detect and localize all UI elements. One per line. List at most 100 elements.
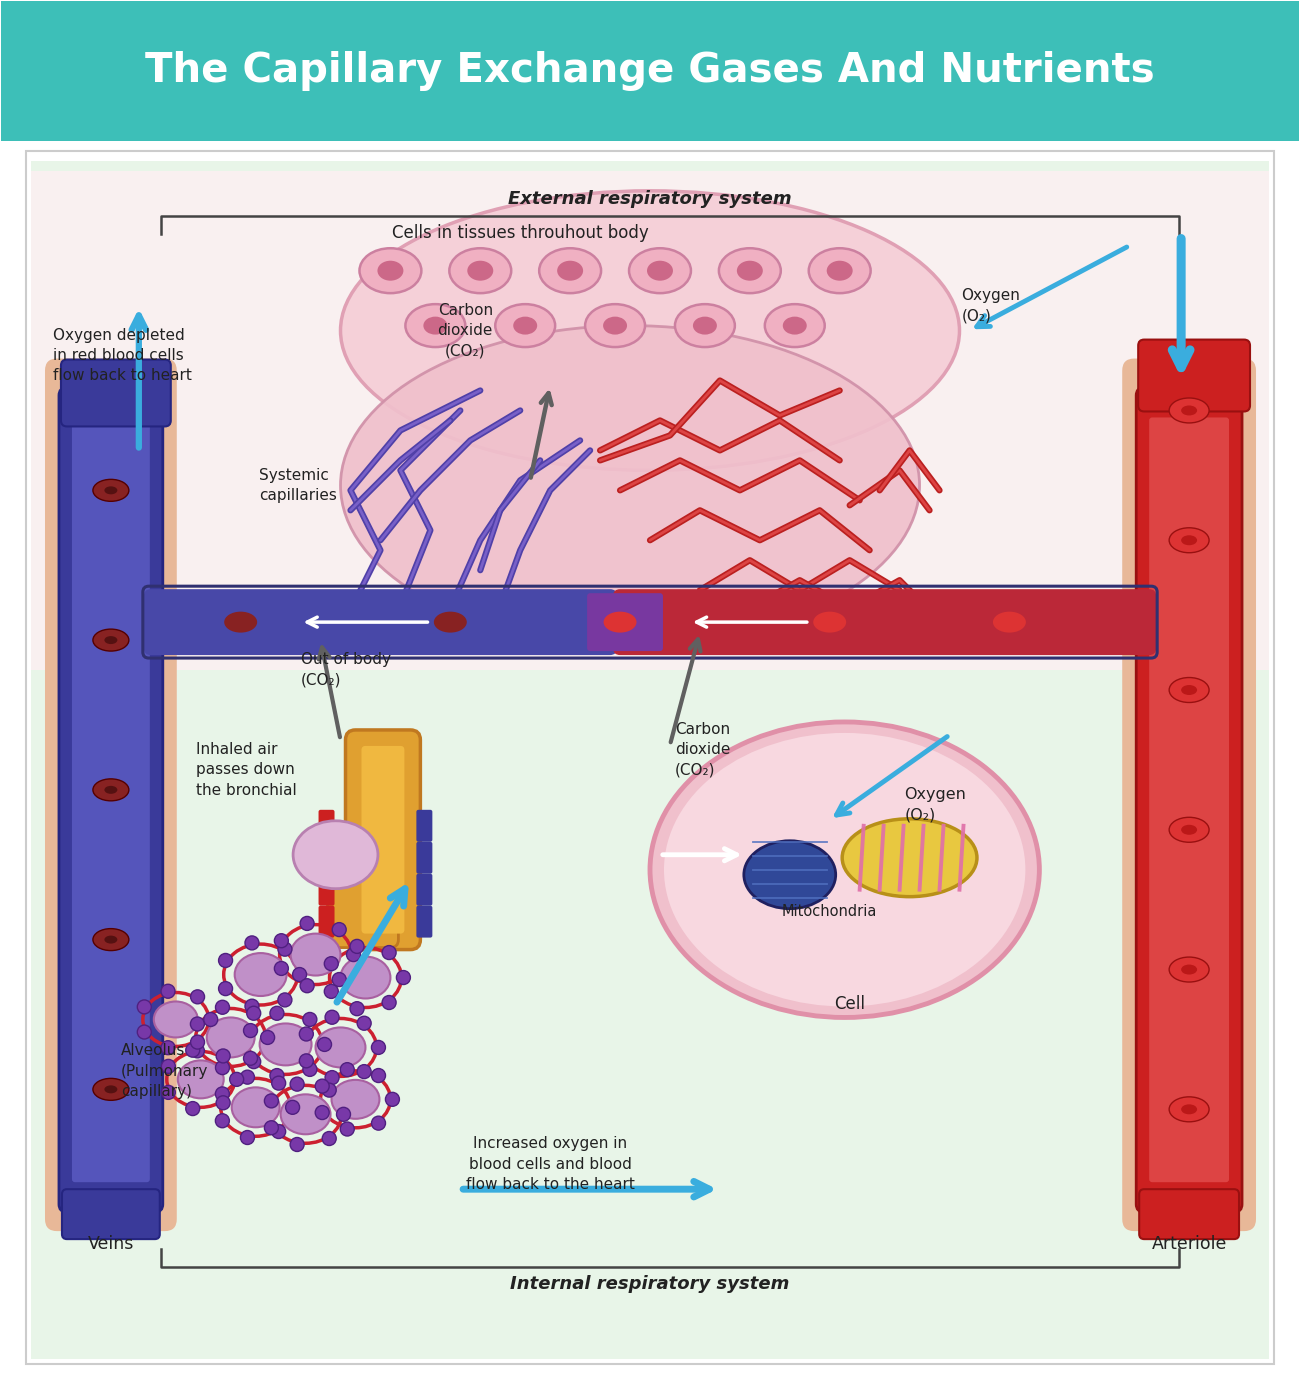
Circle shape [396, 970, 411, 984]
Ellipse shape [224, 612, 257, 632]
Circle shape [247, 1006, 261, 1020]
Ellipse shape [424, 317, 447, 335]
Circle shape [350, 940, 364, 954]
Circle shape [300, 916, 315, 930]
Circle shape [272, 1125, 286, 1138]
Circle shape [324, 984, 338, 998]
Circle shape [299, 1027, 313, 1041]
Ellipse shape [540, 249, 601, 293]
Ellipse shape [1169, 677, 1209, 702]
Ellipse shape [719, 249, 781, 293]
Ellipse shape [1169, 528, 1209, 553]
Text: Oxygen
(O₂): Oxygen (O₂) [905, 787, 966, 823]
Circle shape [333, 923, 346, 937]
Circle shape [303, 1062, 317, 1076]
Circle shape [322, 1131, 337, 1145]
Circle shape [161, 1059, 176, 1073]
FancyBboxPatch shape [58, 388, 162, 1212]
FancyBboxPatch shape [318, 842, 334, 874]
Text: Cells in tissues throuhout body: Cells in tissues throuhout body [391, 224, 649, 242]
Ellipse shape [332, 1080, 380, 1119]
Circle shape [243, 1023, 257, 1037]
Circle shape [191, 1036, 204, 1049]
Text: Oxygen depleted
in red blood cells
flow back to heart: Oxygen depleted in red blood cells flow … [53, 328, 192, 384]
Text: Systemic
capillaries: Systemic capillaries [259, 467, 337, 503]
Text: Arteriole: Arteriole [1152, 1236, 1227, 1254]
Ellipse shape [178, 1061, 224, 1098]
FancyBboxPatch shape [1136, 388, 1242, 1212]
Circle shape [243, 1051, 257, 1065]
FancyBboxPatch shape [1149, 417, 1228, 1183]
FancyBboxPatch shape [144, 589, 618, 655]
FancyBboxPatch shape [1, 1, 1299, 140]
Ellipse shape [292, 820, 378, 888]
FancyBboxPatch shape [416, 906, 433, 938]
Ellipse shape [783, 317, 807, 335]
Ellipse shape [1182, 824, 1197, 835]
FancyBboxPatch shape [72, 417, 150, 1183]
Ellipse shape [693, 317, 716, 335]
Circle shape [333, 973, 346, 987]
Ellipse shape [1182, 965, 1197, 974]
Circle shape [322, 1083, 337, 1097]
Text: Out of body
(CO₂): Out of body (CO₂) [300, 652, 390, 688]
Circle shape [190, 1044, 204, 1058]
Ellipse shape [341, 325, 919, 645]
Ellipse shape [92, 929, 129, 951]
Ellipse shape [92, 480, 129, 502]
Circle shape [161, 984, 176, 998]
Ellipse shape [153, 1002, 198, 1037]
Ellipse shape [585, 304, 645, 348]
FancyBboxPatch shape [328, 831, 398, 948]
Circle shape [358, 1065, 370, 1079]
Ellipse shape [360, 249, 421, 293]
FancyBboxPatch shape [614, 589, 1156, 655]
Circle shape [186, 1042, 200, 1058]
FancyBboxPatch shape [416, 874, 433, 906]
Ellipse shape [1169, 817, 1209, 842]
Circle shape [278, 992, 292, 1006]
Ellipse shape [104, 935, 117, 944]
Circle shape [372, 1069, 386, 1083]
Ellipse shape [467, 261, 493, 281]
Circle shape [240, 1130, 255, 1144]
Ellipse shape [495, 304, 555, 348]
FancyBboxPatch shape [62, 1190, 160, 1238]
Circle shape [337, 1108, 351, 1122]
Ellipse shape [341, 190, 959, 470]
Circle shape [138, 999, 151, 1013]
Ellipse shape [260, 1023, 312, 1065]
Text: The Capillary Exchange Gases And Nutrients: The Capillary Exchange Gases And Nutrien… [146, 51, 1154, 90]
Circle shape [303, 1012, 317, 1026]
FancyBboxPatch shape [346, 730, 420, 949]
Circle shape [190, 1017, 204, 1031]
Ellipse shape [1169, 958, 1209, 981]
FancyBboxPatch shape [61, 360, 170, 427]
Circle shape [272, 1076, 286, 1090]
Ellipse shape [231, 1087, 280, 1127]
Ellipse shape [1182, 406, 1197, 416]
Circle shape [191, 990, 204, 1004]
Circle shape [161, 1041, 176, 1055]
Ellipse shape [675, 304, 734, 348]
Circle shape [244, 999, 259, 1013]
Circle shape [244, 935, 259, 949]
Ellipse shape [104, 486, 117, 495]
Circle shape [358, 1016, 370, 1030]
Ellipse shape [664, 733, 1026, 1006]
Ellipse shape [809, 249, 871, 293]
Ellipse shape [558, 261, 584, 281]
Ellipse shape [377, 261, 403, 281]
Circle shape [216, 1087, 229, 1101]
Circle shape [341, 1063, 355, 1077]
Ellipse shape [603, 317, 627, 335]
Circle shape [278, 942, 292, 956]
Ellipse shape [92, 778, 129, 801]
Circle shape [216, 1001, 230, 1015]
Circle shape [290, 1137, 304, 1151]
Text: Inhaled air
passes down
the bronchial: Inhaled air passes down the bronchial [196, 742, 296, 798]
Ellipse shape [450, 249, 511, 293]
FancyBboxPatch shape [31, 161, 1269, 1359]
Circle shape [315, 1105, 329, 1119]
Ellipse shape [316, 1027, 365, 1068]
